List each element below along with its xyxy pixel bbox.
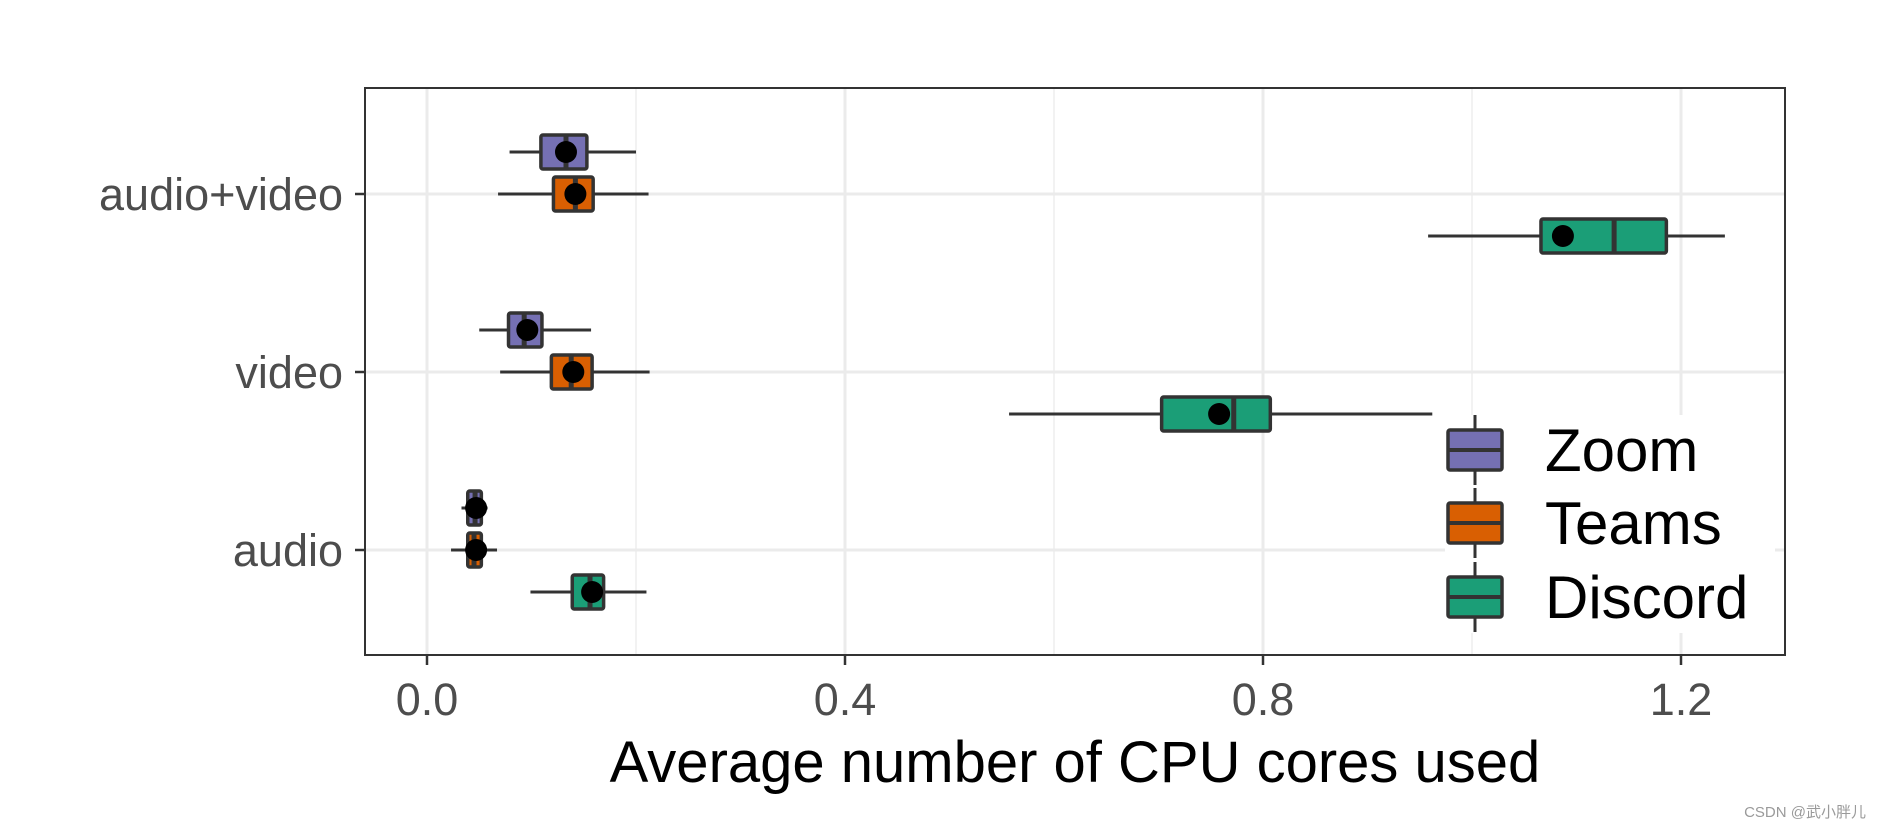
x-tick-label: 1.2 [1650, 674, 1713, 725]
y-axis: audio video audio+video [99, 169, 365, 576]
box-teams-video [500, 353, 650, 391]
box-discord-video [1009, 395, 1433, 433]
mean-point [554, 141, 577, 163]
mean-point [1551, 225, 1574, 247]
mean-point [465, 497, 488, 519]
legend-label-zoom: Zoom [1545, 417, 1698, 484]
box-teams-audio-video [498, 175, 649, 213]
x-axis-title: Average number of CPU cores used [610, 730, 1541, 795]
watermark: CSDN @武小胖儿 [1744, 804, 1866, 821]
mean-point [564, 183, 587, 205]
legend-label-discord: Discord [1545, 564, 1748, 631]
box-teams-audio [451, 531, 498, 569]
box-discord-audio-video [1428, 217, 1725, 255]
x-tick-label: 0.4 [814, 674, 877, 725]
box-zoom-audio-video [509, 133, 636, 171]
x-tick-label: 0.0 [396, 674, 459, 725]
box-zoom-video [479, 311, 592, 349]
y-tick-label: audio+video [99, 169, 343, 220]
series-discord [530, 217, 1725, 611]
x-axis: 0.0 0.4 0.8 1.2 Average number of CPU cores … [396, 655, 1713, 795]
mean-point [516, 319, 539, 341]
series-teams [451, 175, 650, 569]
legend-key-discord [1446, 562, 1504, 632]
series-zoom [461, 133, 636, 527]
mean-point [1208, 403, 1231, 425]
box-discord-audio [530, 573, 647, 611]
box-zoom-audio [461, 489, 488, 527]
x-tick-label: 0.8 [1232, 674, 1295, 725]
iqr-box [1539, 217, 1669, 255]
legend-label-teams: Teams [1545, 490, 1722, 557]
mean-point [465, 539, 488, 561]
legend-key-zoom [1446, 415, 1504, 485]
y-tick-label: audio [233, 525, 343, 576]
mean-point [581, 581, 604, 603]
mean-point [562, 361, 585, 383]
legend-key-teams [1446, 488, 1504, 558]
y-tick-label: video [235, 347, 343, 398]
